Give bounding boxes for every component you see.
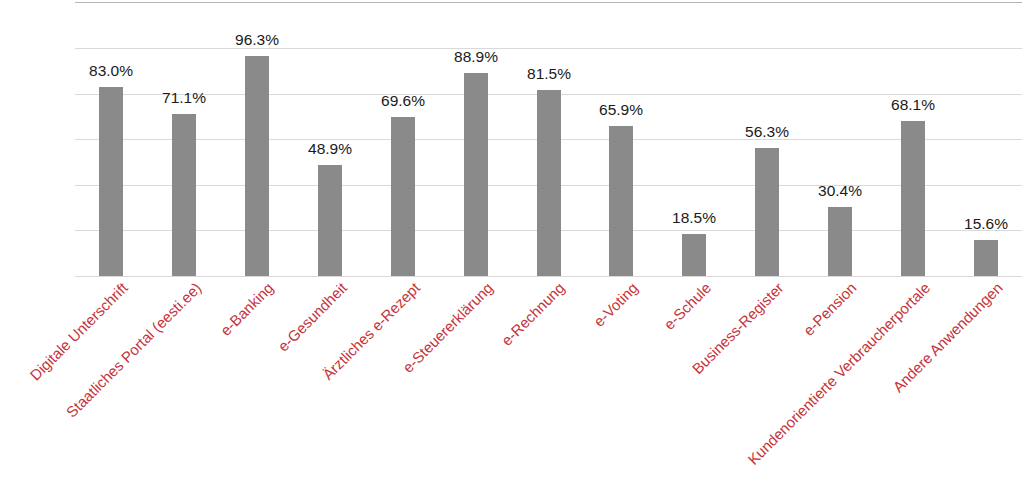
category-label: e-Schule — [660, 279, 714, 333]
value-label: 48.9% — [295, 139, 365, 158]
category-label: e-Pension — [800, 279, 860, 339]
value-label: 83.0% — [76, 61, 146, 80]
category-label: e-Banking — [217, 279, 277, 339]
bar — [172, 114, 196, 276]
value-label: 69.6% — [368, 91, 438, 110]
category-label: e-Rechnung — [498, 279, 568, 349]
bar — [974, 240, 998, 276]
gridline — [75, 276, 1022, 277]
bar — [99, 87, 123, 276]
bar — [464, 73, 488, 276]
value-label: 65.9% — [586, 100, 656, 119]
gridline — [75, 48, 1022, 49]
bar — [245, 56, 269, 276]
bar-chart: 83.0%Digitale Unterschrift71.1%Staatlich… — [0, 0, 1024, 499]
value-label: 56.3% — [732, 122, 802, 141]
bar — [537, 90, 561, 276]
bar — [828, 207, 852, 276]
value-label: 88.9% — [441, 47, 511, 66]
bar — [901, 121, 925, 276]
value-label: 18.5% — [659, 208, 729, 227]
value-label: 68.1% — [878, 95, 948, 114]
bar — [391, 117, 415, 276]
value-label: 15.6% — [951, 214, 1021, 233]
bar — [682, 234, 706, 276]
category-label: e-Voting — [590, 279, 641, 330]
category-label: Staatliches Portal (eesti.ee) — [62, 279, 204, 421]
value-label: 71.1% — [149, 88, 219, 107]
value-label: 96.3% — [222, 30, 292, 49]
bar — [609, 126, 633, 276]
bar — [318, 165, 342, 276]
bar — [755, 148, 779, 276]
category-label: e-Gesundheit — [274, 279, 350, 355]
gridline — [75, 2, 1022, 3]
value-label: 81.5% — [514, 64, 584, 83]
value-label: 30.4% — [805, 181, 875, 200]
